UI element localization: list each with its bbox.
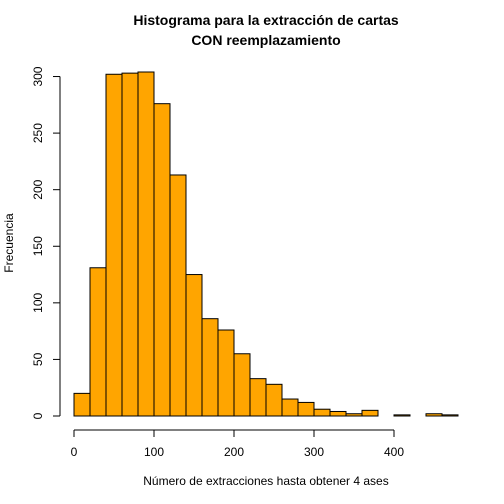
y-tick-label: 300 [31,66,45,86]
y-axis-label: Frecuencia [2,213,16,273]
histogram-bar [329,410,347,417]
y-axis: 0 50 100 150 200 250 300 [31,66,61,419]
y-tick-label: 50 [31,352,45,366]
x-tick-label: 0 [71,445,78,459]
chart-title-line2: CON reemplazamiento [191,32,340,48]
histogram-bar [169,174,187,417]
y-tick-label: 0 [31,412,45,419]
histogram-bar [425,413,443,417]
histogram-bar [121,72,139,417]
histogram-bar [265,383,283,417]
chart-title-line1: Histograma para la extracción de cartas [133,12,399,28]
y-tick-label: 150 [31,236,45,256]
histogram-bar [201,318,219,417]
histogram-bar [297,401,315,417]
histogram-bar [393,414,411,417]
x-tick-label: 100 [144,445,164,459]
histogram-bar [89,267,107,417]
histogram-bar [153,103,171,417]
histogram-bar [185,274,203,417]
y-tick-label: 100 [31,293,45,313]
x-tick-label: 400 [384,445,404,459]
histogram-bar [249,378,267,417]
histogram-bar [345,413,363,417]
y-tick-label: 200 [31,179,45,199]
histogram-bar [281,398,299,417]
y-tick-label: 250 [31,123,45,143]
histogram-bar [441,414,459,417]
x-axis: 0 100 200 300 400 [71,429,404,459]
x-tick-label: 200 [224,445,244,459]
histogram-bar [105,73,123,417]
histogram-bar [73,392,91,417]
histogram-bar [233,353,251,417]
bars-group [73,71,459,417]
x-tick-label: 300 [304,445,324,459]
x-axis-label: Número de extracciones hasta obtener 4 a… [143,474,388,488]
histogram-bar [137,71,155,417]
histogram-bar [313,408,331,417]
histogram-bar [217,329,235,417]
histogram-bar [361,409,379,417]
